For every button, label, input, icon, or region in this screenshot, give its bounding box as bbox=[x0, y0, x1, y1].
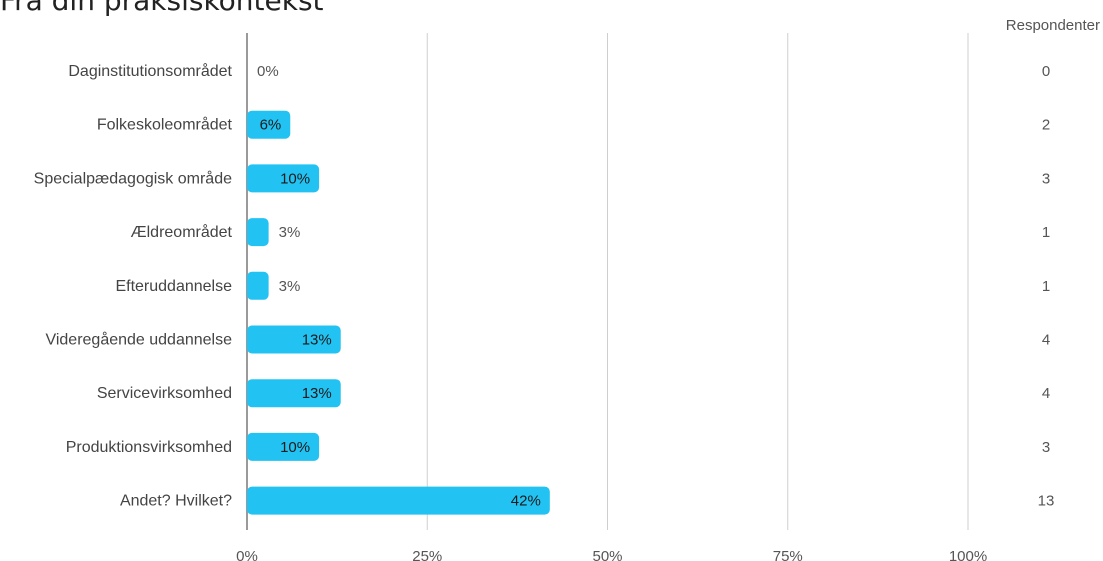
x-tick-label: 100% bbox=[949, 548, 987, 561]
respondents-count: 1 bbox=[1042, 278, 1050, 295]
category-label: Andet? Hvilket? bbox=[120, 493, 232, 510]
data-label: 3% bbox=[279, 278, 301, 295]
labels: 0% 25% 50% 75% 100% Daginstitutionsområdet 0% 0… bbox=[34, 62, 1055, 561]
x-tick-label: 25% bbox=[412, 548, 442, 561]
respondents-count: 13 bbox=[1038, 493, 1055, 510]
bar bbox=[247, 164, 320, 193]
category-label: Produktionsvirksomhed bbox=[66, 439, 232, 456]
x-tick-label: 0% bbox=[236, 548, 258, 561]
data-label: 13% bbox=[302, 385, 332, 402]
respondents-count: 4 bbox=[1042, 385, 1050, 402]
x-tick-label: 50% bbox=[592, 548, 622, 561]
data-label: 0% bbox=[257, 63, 279, 80]
category-label: Ældreområdet bbox=[131, 223, 233, 241]
data-label: 6% bbox=[260, 117, 282, 134]
respondents-count: 0 bbox=[1042, 63, 1050, 80]
respondents-count: 2 bbox=[1042, 117, 1050, 134]
bars bbox=[247, 110, 550, 515]
data-label: 10% bbox=[280, 170, 310, 187]
bar bbox=[247, 432, 320, 461]
category-label: Videregående uddannelse bbox=[45, 331, 232, 349]
category-label: Servicevirksomhed bbox=[97, 385, 232, 402]
respondents-count: 1 bbox=[1042, 224, 1050, 241]
category-label: Specialpædagogisk område bbox=[34, 169, 232, 187]
bar bbox=[247, 379, 341, 408]
data-label: 3% bbox=[279, 224, 301, 241]
chart-title: Fra din praksiskontekst bbox=[0, 0, 324, 17]
data-label: 10% bbox=[280, 439, 310, 456]
respondents-count: 4 bbox=[1042, 332, 1050, 349]
x-tick-label: 75% bbox=[773, 548, 803, 561]
bar bbox=[247, 325, 341, 354]
gridlines bbox=[246, 33, 969, 530]
data-label: 42% bbox=[511, 493, 541, 510]
category-label: Folkeskoleområdet bbox=[97, 116, 233, 134]
bar bbox=[247, 110, 291, 139]
category-label: Daginstitutionsområdet bbox=[68, 62, 232, 80]
respondents-header: Respondenter bbox=[1006, 17, 1100, 34]
bar bbox=[247, 486, 550, 515]
respondents-count: 3 bbox=[1042, 439, 1050, 456]
category-label: Efteruddannelse bbox=[115, 278, 232, 295]
respondents-count: 3 bbox=[1042, 170, 1050, 187]
data-label: 13% bbox=[302, 332, 332, 349]
bar bbox=[247, 218, 269, 247]
bar bbox=[247, 271, 269, 300]
